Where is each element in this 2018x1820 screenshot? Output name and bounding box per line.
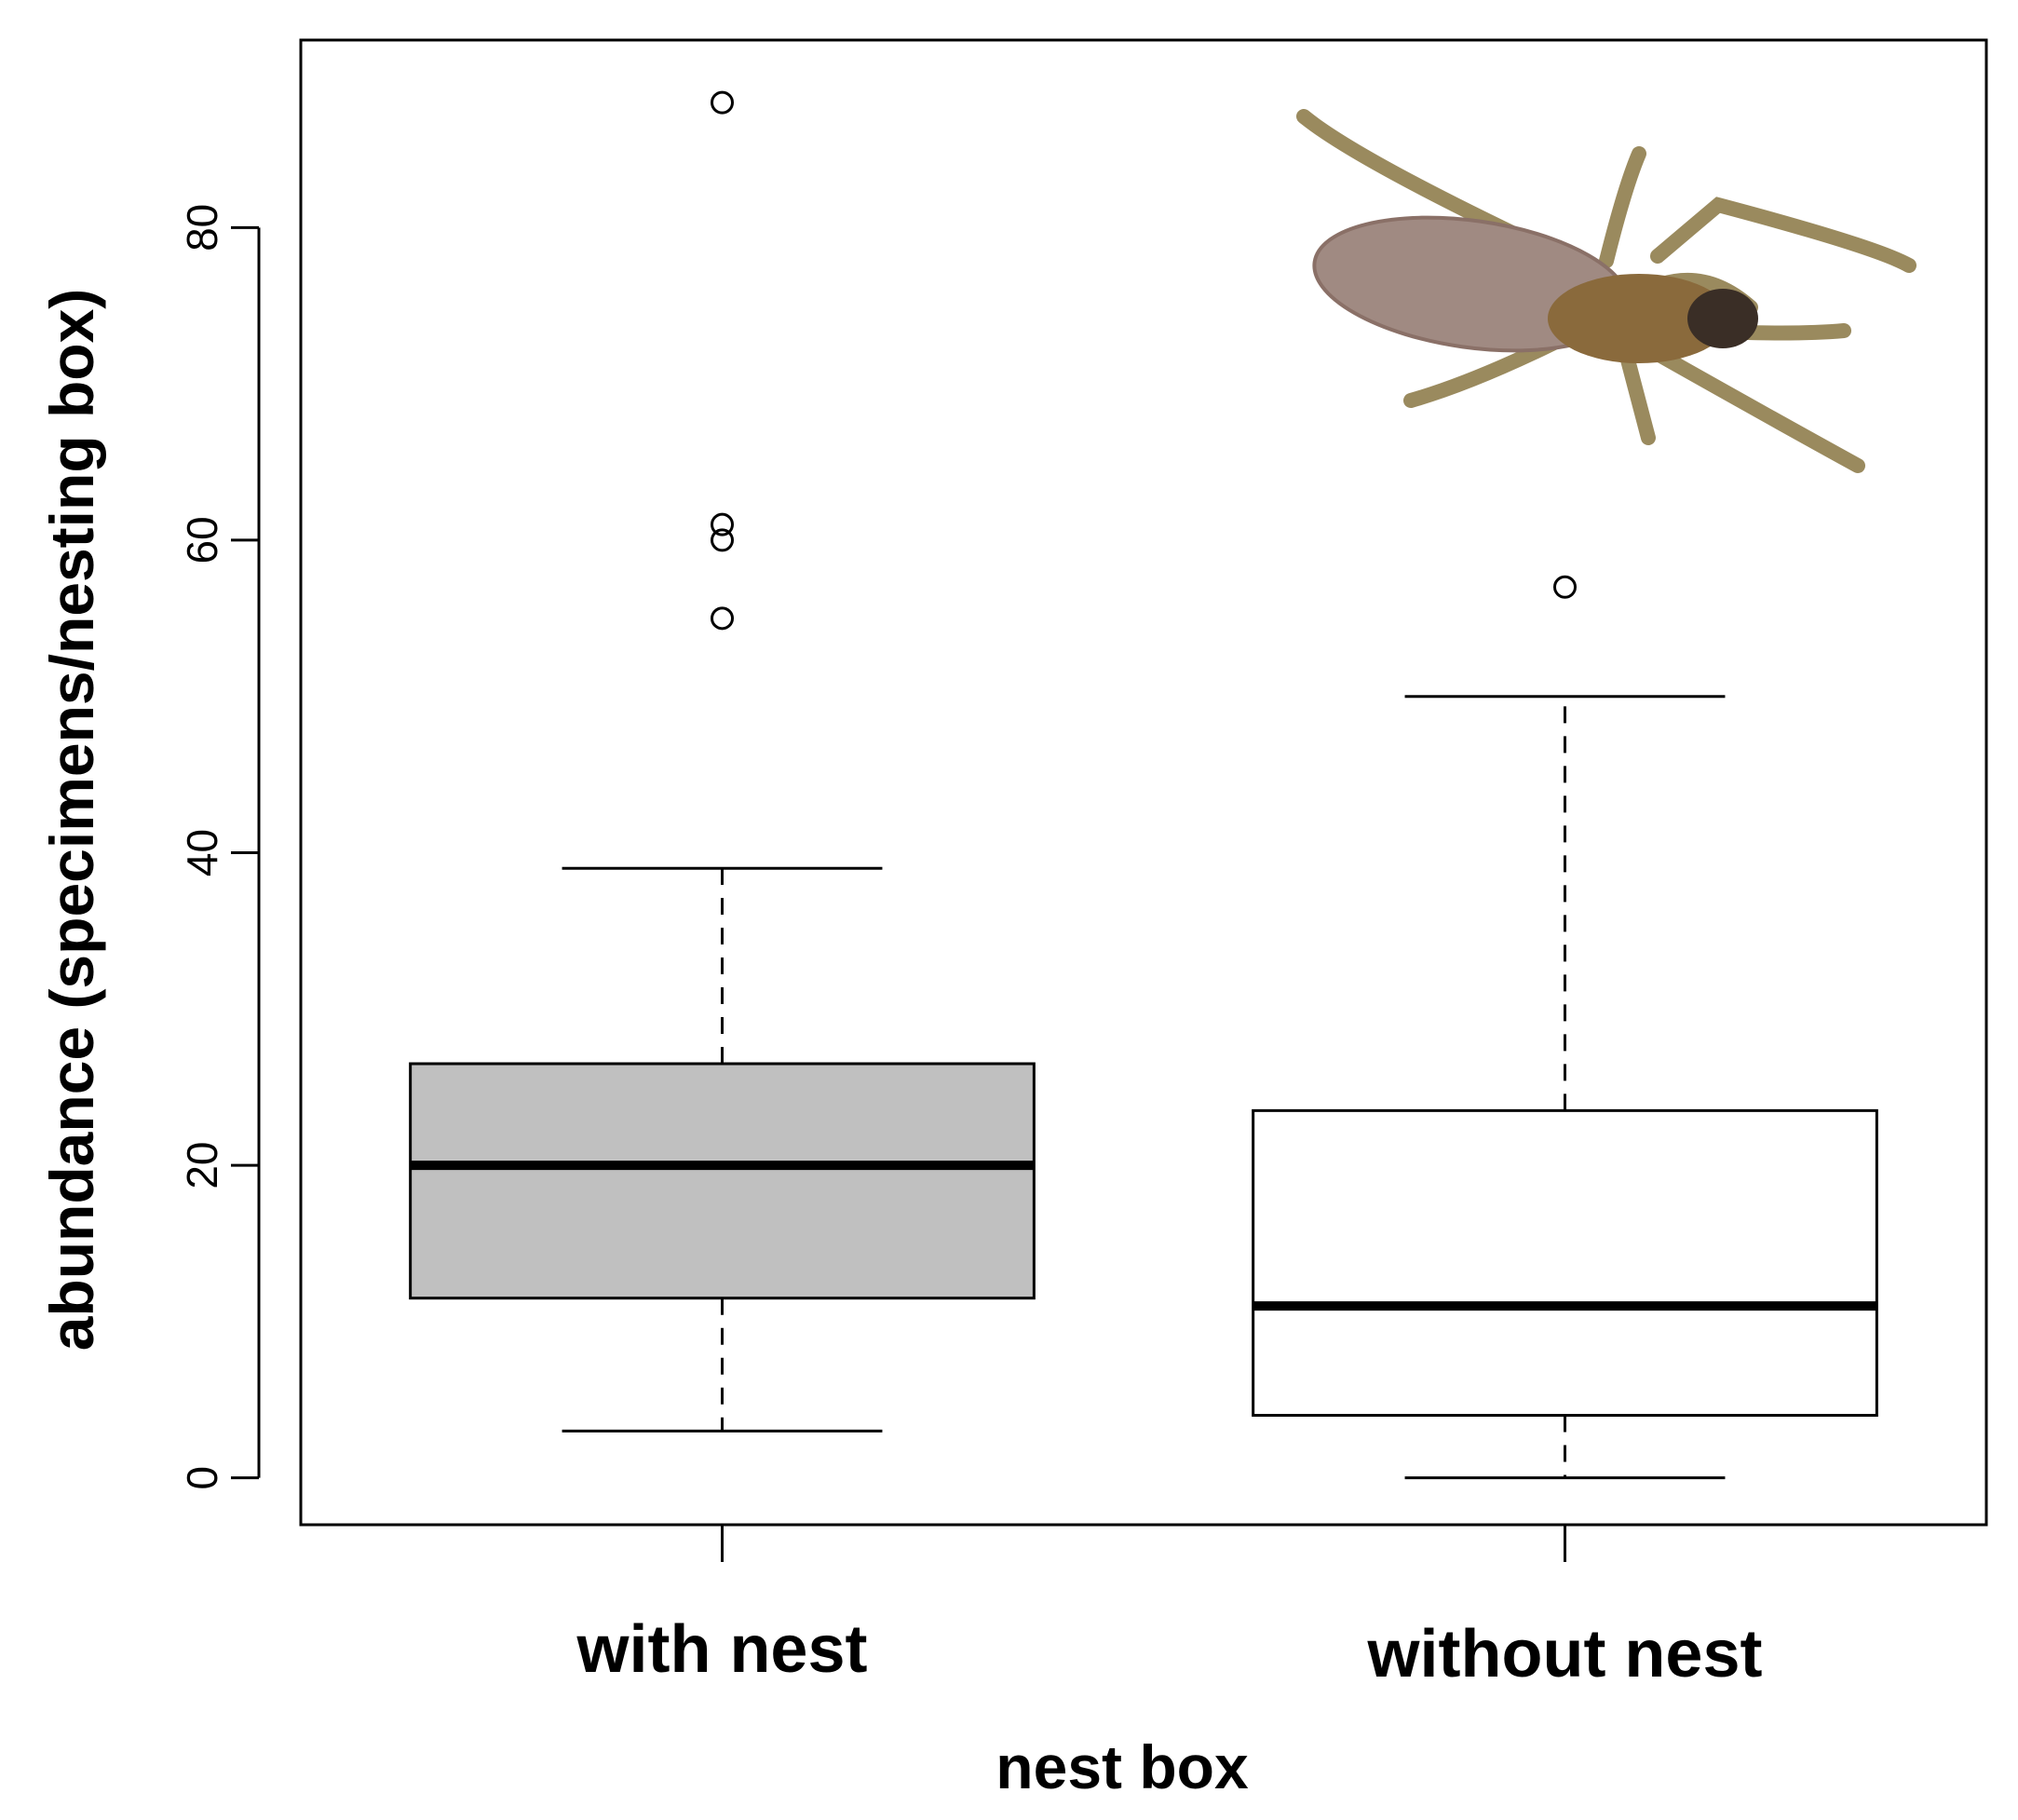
box-group — [409, 90, 1036, 1433]
spider-leg — [1618, 342, 1656, 445]
box-group — [1252, 575, 1878, 1480]
y-tick-label: 80 — [178, 204, 226, 251]
y-axis: 0 20 40 60 80 — [178, 204, 261, 1490]
y-tick-label: 40 — [178, 829, 226, 876]
box-iqr — [409, 1062, 1036, 1300]
y-tick-label: 0 — [178, 1466, 226, 1490]
outlier-point — [711, 528, 734, 552]
spider-leg — [1599, 146, 1646, 268]
outlier-point — [711, 90, 734, 115]
boxes — [409, 90, 1878, 1480]
y-tick-label: 20 — [178, 1141, 226, 1188]
x-axis-title: nest box — [995, 1732, 1249, 1801]
x-category-label: with nest — [576, 1612, 867, 1687]
spider-cephalothorax — [1548, 274, 1730, 363]
y-axis-title: abundance (specimens/nesting box) — [37, 289, 106, 1351]
spider-icon — [1296, 109, 1916, 473]
outlier-point — [711, 606, 734, 631]
spider-leg — [1650, 197, 1916, 273]
x-category-label: without nest — [1367, 1617, 1763, 1691]
box-iqr — [1252, 1108, 1878, 1418]
y-tick-label: 60 — [178, 516, 226, 564]
outlier-point — [711, 512, 734, 536]
spider-head — [1687, 289, 1758, 348]
x-axis: with nest without nest — [576, 1525, 1762, 1691]
outlier-point — [1553, 575, 1577, 599]
spider-leg — [1650, 346, 1865, 473]
plot-frame — [299, 38, 1988, 1527]
